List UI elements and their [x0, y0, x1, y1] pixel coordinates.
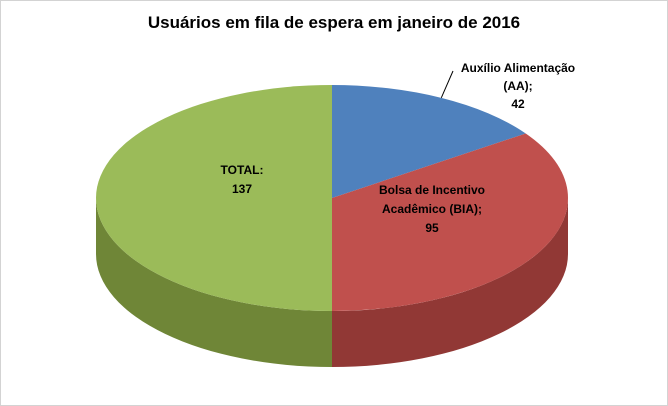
- pie-side-total: [96, 198, 332, 367]
- pie-slice-total: [96, 85, 332, 311]
- slice-label-aa-line1: Auxílio Alimentação: [460, 61, 576, 75]
- pie-slice-bia: [332, 133, 568, 311]
- slice-label-aa: Auxílio Alimentação (AA); 42: [461, 59, 575, 113]
- slice-label-aa-line2: (AA);: [503, 79, 533, 93]
- pie-slice-aa: [332, 85, 526, 198]
- slice-label-bia: Bolsa de Incentivo Acadêmico (BIA); 95: [379, 181, 485, 238]
- slice-label-total: TOTAL: 137: [221, 161, 264, 199]
- slice-label-bia-line1: Bolsa de Incentivo: [378, 183, 486, 197]
- slice-label-total-line1: TOTAL:: [220, 163, 264, 177]
- chart-title: Usuários em fila de espera em janeiro de…: [147, 13, 521, 32]
- slice-label-aa-line3: 42: [511, 97, 525, 111]
- pie-side-bia: [332, 198, 568, 367]
- slice-label-total-line2: 137: [231, 182, 253, 196]
- slice-label-bia-line3: 95: [425, 221, 439, 235]
- slice-label-bia-line2: Acadêmico (BIA);: [381, 202, 482, 216]
- leader-line-aa: [440, 70, 454, 99]
